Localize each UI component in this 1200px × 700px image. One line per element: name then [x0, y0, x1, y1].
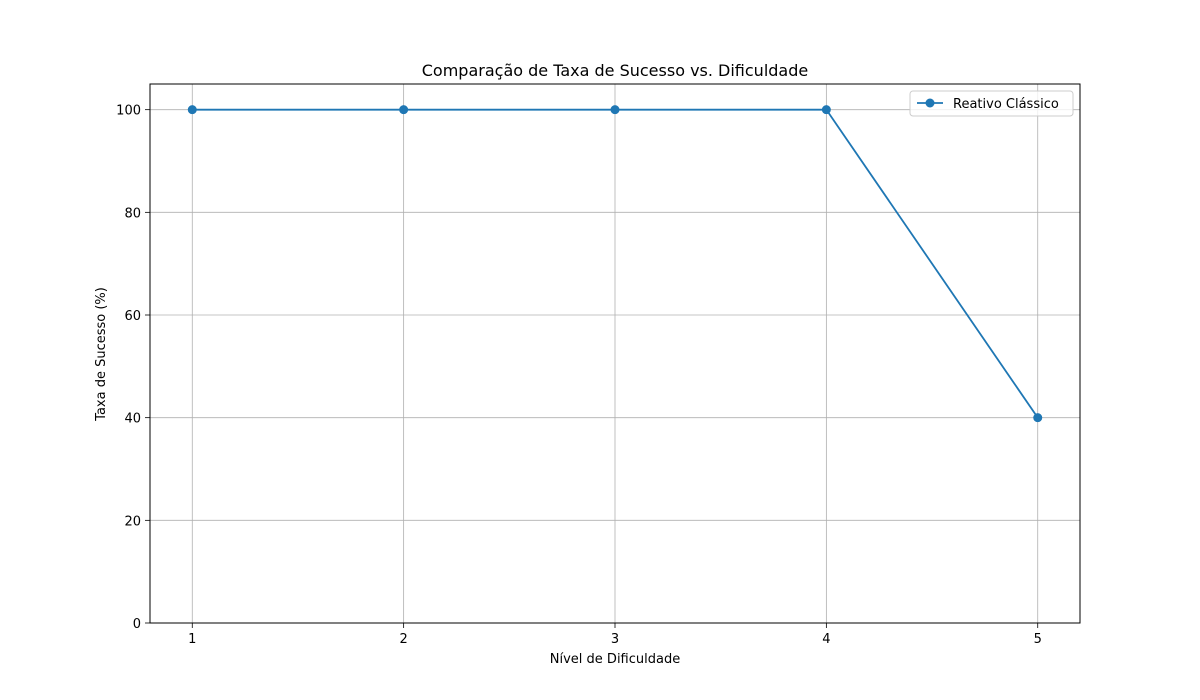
data-point — [1033, 413, 1043, 423]
series-layer — [187, 105, 1043, 423]
x-tick-label: 5 — [1034, 632, 1042, 647]
data-point — [187, 105, 197, 115]
legend-label: Reativo Clássico — [953, 97, 1059, 112]
y-tick-label: 100 — [116, 104, 141, 119]
grid-lines — [150, 84, 1080, 624]
y-tick-label: 0 — [133, 617, 141, 632]
y-tick-label: 80 — [124, 206, 141, 221]
x-axis-title: Nível de Dificuldade — [550, 652, 680, 667]
data-point — [821, 105, 831, 115]
legend-series-marker — [925, 98, 935, 108]
legend-box — [909, 90, 1074, 117]
data-point — [399, 105, 409, 115]
x-axis-ticks: 1 2 3 4 5 — [188, 623, 1042, 647]
chart-title: Comparação de Taxa de Sucesso vs. Dificu… — [422, 61, 808, 80]
y-tick-label: 60 — [124, 309, 141, 324]
y-tick-label: 20 — [124, 514, 141, 529]
y-tick-label: 40 — [124, 412, 141, 427]
legend: Reativo Clássico — [909, 90, 1074, 117]
x-tick-label: 3 — [611, 632, 619, 647]
y-axis-ticks: 0 20 40 60 80 100 — [116, 104, 150, 632]
data-point — [610, 105, 620, 115]
x-tick-label: 4 — [822, 632, 830, 647]
x-tick-label: 1 — [188, 632, 196, 647]
y-axis-title: Taxa de Sucesso (%) — [94, 287, 109, 422]
x-tick-label: 2 — [399, 632, 407, 647]
